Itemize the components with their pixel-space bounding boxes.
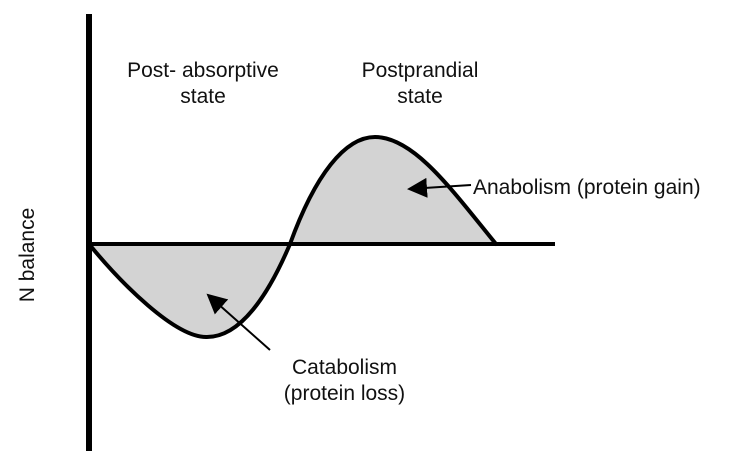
anabolism-label: Anabolism (protein gain)	[473, 176, 701, 199]
postprandial-label-line1: Postprandial	[361, 59, 479, 82]
catabolism-label-line1: Catabolism	[291, 356, 398, 379]
catabolism-area	[89, 244, 290, 338]
anabolism-arrow	[407, 177, 472, 198]
postprandial-label: Postprandial state	[345, 58, 495, 110]
postprandial-label-line2: state	[397, 85, 443, 108]
catabolism-label-line2: (protein loss)	[283, 382, 406, 405]
catabolism-arrow	[206, 293, 271, 351]
post-absorptive-label: Post- absorptive state	[103, 58, 303, 110]
anabolism-area	[290, 137, 496, 244]
post-absorptive-label-line2: state	[180, 85, 226, 108]
post-absorptive-label-line1: Post- absorptive	[127, 59, 279, 82]
n-balance-curve	[87, 135, 498, 340]
catabolism-label: Catabolism (protein loss)	[257, 355, 432, 407]
y-axis-label: N balance	[16, 208, 39, 303]
